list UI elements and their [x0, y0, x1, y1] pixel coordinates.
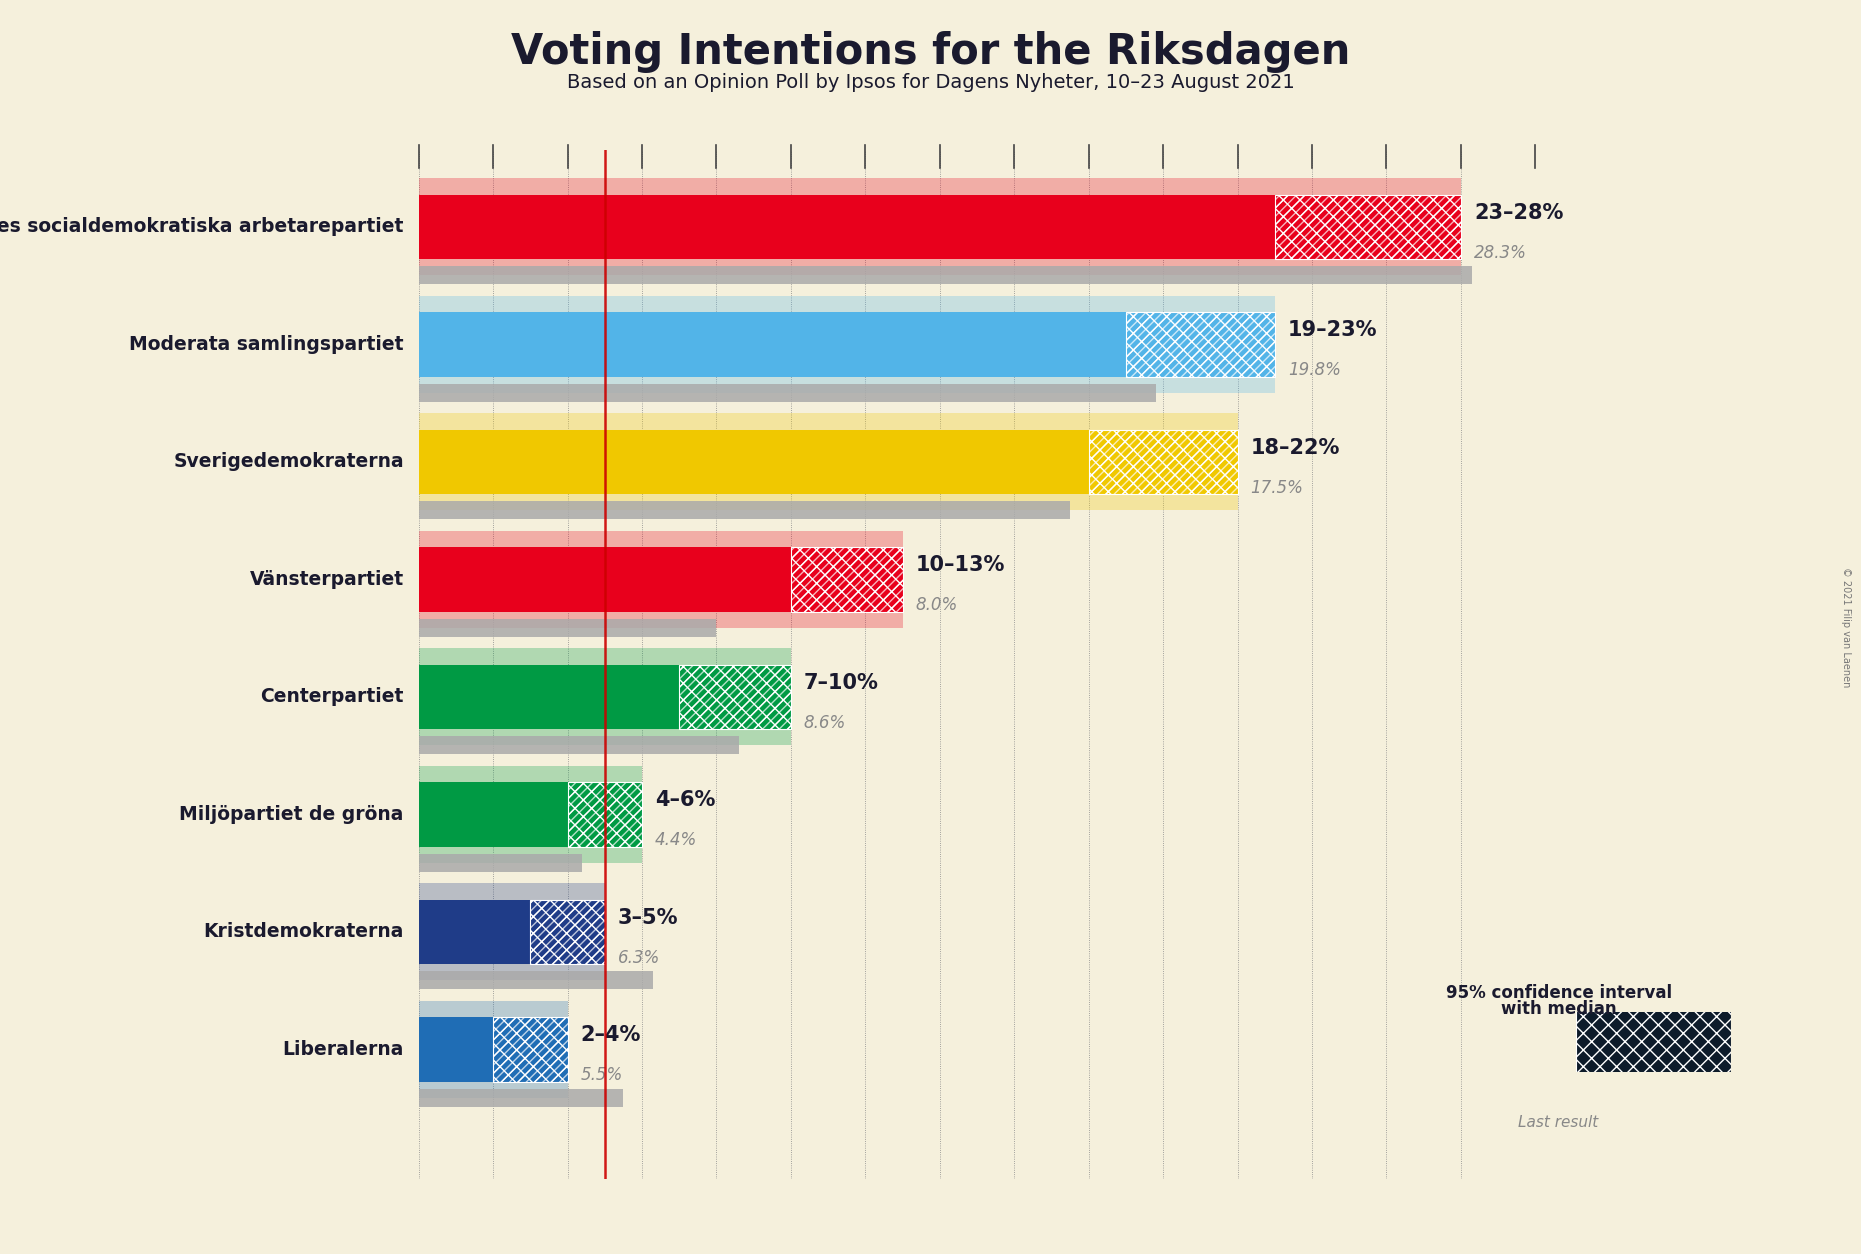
Bar [419, 194, 1275, 260]
Bar [530, 899, 605, 964]
Bar [419, 648, 791, 745]
Bar [419, 547, 791, 612]
Bar [419, 854, 582, 872]
Text: Centerpartiet: Centerpartiet [261, 687, 404, 706]
Bar [419, 736, 739, 755]
Text: 7–10%: 7–10% [804, 673, 878, 693]
Bar [1275, 194, 1461, 260]
Bar [1275, 194, 1461, 260]
Bar [530, 899, 605, 964]
Text: with median: with median [1500, 1001, 1617, 1018]
Bar [419, 414, 1238, 510]
Text: Voting Intentions for the Riksdagen: Voting Intentions for the Riksdagen [510, 31, 1351, 73]
Text: Sveriges socialdemokratiska arbetarepartiet: Sveriges socialdemokratiska arbetarepart… [0, 217, 404, 236]
Bar [791, 547, 903, 612]
Text: 3–5%: 3–5% [618, 908, 679, 928]
Bar [419, 1017, 493, 1082]
Text: 8.6%: 8.6% [804, 714, 847, 732]
Bar [568, 782, 642, 846]
Bar [1126, 312, 1275, 376]
Bar [1275, 194, 1461, 260]
Bar [419, 530, 903, 628]
Bar [493, 1017, 568, 1082]
Text: Miljöpartiet de gröna: Miljöpartiet de gröna [179, 805, 404, 824]
Bar [419, 618, 716, 637]
Bar [1089, 430, 1238, 494]
Text: Kristdemokraterna: Kristdemokraterna [203, 923, 404, 942]
Bar [419, 384, 1156, 403]
Bar [493, 1017, 568, 1082]
Bar [419, 899, 530, 964]
Text: 19.8%: 19.8% [1288, 361, 1340, 379]
Text: © 2021 Filip van Laenen: © 2021 Filip van Laenen [1841, 567, 1852, 687]
Bar [419, 1001, 568, 1099]
Bar [419, 312, 1126, 376]
Bar [530, 899, 605, 964]
Bar [419, 782, 568, 846]
Text: 4.4%: 4.4% [655, 831, 698, 849]
Bar [419, 884, 605, 981]
Text: 19–23%: 19–23% [1288, 320, 1377, 340]
Bar [419, 502, 1070, 519]
Bar [419, 972, 653, 989]
Text: 95% confidence interval: 95% confidence interval [1446, 984, 1671, 1002]
Bar [679, 665, 791, 730]
Text: 18–22%: 18–22% [1251, 438, 1340, 458]
Bar [419, 1088, 623, 1107]
Bar [679, 665, 791, 730]
Bar [419, 665, 679, 730]
Bar [1089, 430, 1238, 494]
Text: 10–13%: 10–13% [916, 556, 1005, 576]
Bar [791, 547, 903, 612]
Text: 28.3%: 28.3% [1474, 243, 1526, 262]
Bar [679, 665, 791, 730]
Text: 6.3%: 6.3% [618, 949, 661, 967]
Bar [1089, 430, 1238, 494]
Bar [791, 547, 903, 612]
Text: 2–4%: 2–4% [581, 1026, 640, 1046]
Text: Liberalerna: Liberalerna [283, 1040, 404, 1058]
Text: 4–6%: 4–6% [655, 790, 715, 810]
Bar [419, 766, 642, 863]
Bar [419, 178, 1461, 276]
Bar [1126, 312, 1275, 376]
Text: Last result: Last result [1519, 1115, 1599, 1130]
Bar [419, 266, 1472, 285]
Text: Sverigedemokraterna: Sverigedemokraterna [173, 453, 404, 472]
Text: 8.0%: 8.0% [916, 596, 958, 614]
Bar [419, 430, 1089, 494]
Text: Based on an Opinion Poll by Ipsos for Dagens Nyheter, 10–23 August 2021: Based on an Opinion Poll by Ipsos for Da… [566, 73, 1295, 92]
Bar [568, 782, 642, 846]
Text: Moderata samlingspartiet: Moderata samlingspartiet [128, 335, 404, 354]
Bar [493, 1017, 568, 1082]
Text: 17.5%: 17.5% [1251, 479, 1303, 497]
Bar [1126, 312, 1275, 376]
Text: 5.5%: 5.5% [581, 1066, 623, 1085]
Bar [419, 296, 1275, 393]
Text: 23–28%: 23–28% [1474, 203, 1563, 223]
Text: Vänsterpartiet: Vänsterpartiet [249, 569, 404, 589]
Bar [568, 782, 642, 846]
